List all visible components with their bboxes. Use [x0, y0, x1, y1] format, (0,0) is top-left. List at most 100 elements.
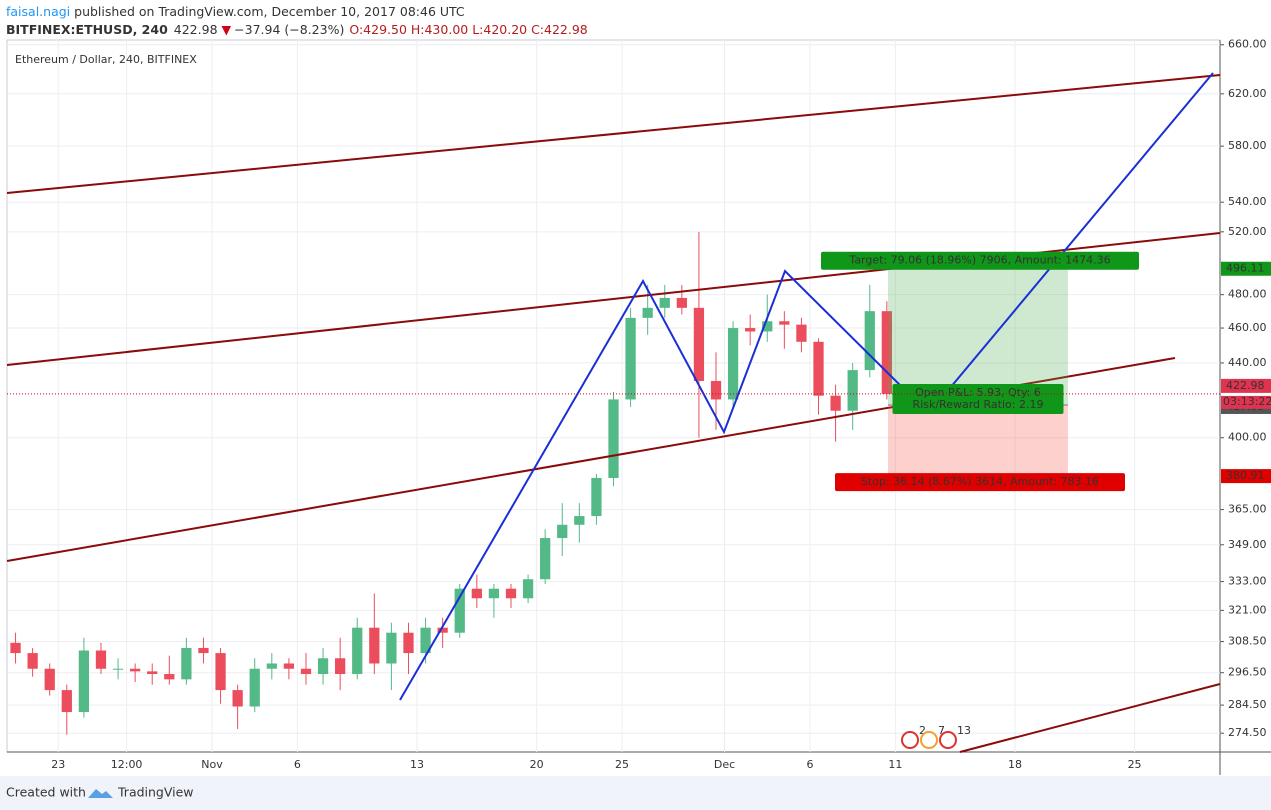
footer-brand[interactable]: TradingView [117, 785, 194, 800]
event-icon [939, 731, 957, 749]
candle-body [283, 663, 295, 669]
candle-body [830, 395, 841, 411]
candles [10, 231, 892, 735]
event-label: 13 [957, 724, 971, 737]
axis-tag: 380.91 [1226, 469, 1265, 482]
candle-body [420, 627, 431, 654]
candle-body [727, 328, 739, 400]
y-tick-label: 274.50 [1228, 726, 1267, 739]
stop-label-bg [835, 473, 1125, 492]
y-tick-label: 400.00 [1228, 431, 1267, 444]
event-icon [920, 731, 938, 749]
event-label: 7 [938, 724, 945, 737]
countdown: 03:13:22 [1223, 395, 1271, 408]
target-label: Target: 79.06 (18.96%) 7906, Amount: 147… [848, 254, 1110, 267]
candle-body [78, 650, 90, 713]
candle-body [540, 538, 551, 580]
x-tick-label: 20 [530, 758, 544, 771]
y-tick-label: 333.00 [1228, 575, 1267, 588]
candle-body [574, 516, 585, 525]
y-tick-label: 520.00 [1228, 225, 1267, 238]
candle-body [403, 632, 414, 654]
axis-tag-bg [1221, 261, 1271, 276]
trend-line [6, 74, 1221, 194]
x-tick-label: 11 [888, 758, 902, 771]
candle-body [710, 380, 722, 400]
candle-body [437, 627, 448, 633]
price: 422.98 [174, 22, 218, 37]
axis-tag-bg [1221, 469, 1271, 484]
ohlc: O:429.50 H:430.00 L:420.20 C:422.98 [349, 22, 587, 37]
y-tick-label: 321.00 [1228, 603, 1267, 616]
stop-zone [888, 404, 1068, 477]
x-tick-label: Nov [201, 758, 223, 771]
pnl-label: Open P&L: 5.93, Qty: 6 [915, 386, 1041, 399]
y-tick-label: 349.00 [1228, 538, 1267, 551]
axis-tag: 422.98 [1226, 379, 1265, 392]
x-tick-label: 13 [410, 758, 424, 771]
header: faisal.nagi published on TradingView.com… [6, 4, 465, 19]
x-tick-label: 25 [1128, 758, 1142, 771]
candle-body [61, 690, 72, 713]
candle-body [881, 311, 892, 394]
candle-body [266, 663, 277, 669]
ticker: BITFINEX:ETHUSD, 240 422.98 ▼ −37.94 (−8.23… [6, 22, 588, 37]
candle-body [147, 671, 158, 675]
candle-body [215, 653, 226, 691]
x-tick-label: 6 [806, 758, 813, 771]
candle-body [488, 588, 500, 599]
zigzag [399, 269, 911, 701]
candle-body [591, 477, 602, 517]
candle-body [386, 632, 397, 664]
event-label: 2 [919, 724, 926, 737]
candle-body [693, 307, 705, 381]
candle-body [181, 647, 192, 680]
trend-line [959, 683, 1221, 753]
candle-body [10, 642, 21, 654]
y-tick-label: 580.00 [1228, 139, 1267, 152]
candle-body [642, 307, 653, 318]
candle-body [659, 297, 670, 308]
y-tick-label: 460.00 [1228, 321, 1267, 334]
candle-body [317, 658, 329, 675]
candle-body [676, 297, 687, 308]
candle-body [762, 321, 773, 332]
candle-body [164, 674, 175, 680]
candle-body [300, 668, 312, 675]
footer-bg [0, 776, 1271, 810]
candle-body [112, 668, 124, 670]
author[interactable]: faisal.nagi [6, 4, 70, 19]
overlay: Target: 79.06 (18.96%) 7906, Amount: 147… [7, 251, 1271, 749]
grid [7, 40, 1220, 752]
x-tick-label: 23 [51, 758, 65, 771]
change: −37.94 (−8.23%) [234, 22, 344, 37]
candle-body [813, 341, 824, 396]
candle-body [745, 328, 756, 332]
y-tick-label: 308.50 [1228, 635, 1267, 648]
target-zone [888, 268, 1068, 405]
position-tool [888, 268, 1068, 477]
y-tick-label: 284.50 [1228, 698, 1267, 711]
logo [88, 789, 113, 798]
candle-body [249, 668, 260, 707]
candle-body [608, 399, 619, 478]
countdown-bg [1221, 395, 1271, 409]
candle-body [454, 588, 465, 633]
chart-title: Ethereum / Dollar, 240, BITFINEX [15, 53, 197, 66]
candle-body [864, 311, 875, 371]
y-tick-label: 620.00 [1228, 87, 1267, 100]
stop-label: Stop: 36.14 (8.67%) 3614, Amount: 783.16 [861, 475, 1099, 488]
y-tick-label: 440.00 [1228, 356, 1267, 369]
event-icon [901, 731, 919, 749]
axis-tag-bg [1221, 378, 1271, 393]
candle-body [369, 627, 380, 664]
published: published on TradingView.com, December 1… [70, 4, 465, 19]
pattern-lines [399, 72, 1214, 701]
y-tick-label: 365.00 [1228, 503, 1267, 516]
footer-created: Created with [6, 785, 86, 800]
y-tick-label: 480.00 [1228, 288, 1267, 301]
y-tick-label: 660.00 [1228, 38, 1267, 51]
y-tick-label: 540.00 [1228, 195, 1267, 208]
candle-body [95, 650, 107, 669]
